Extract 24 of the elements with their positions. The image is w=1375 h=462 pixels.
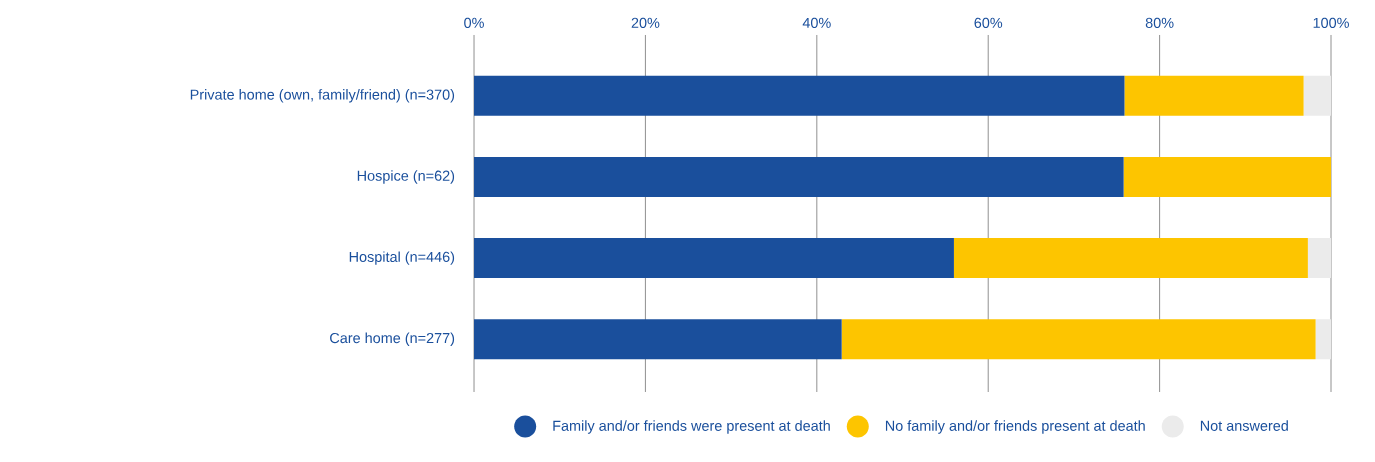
y-tick-label: Hospital (n=446) bbox=[349, 251, 455, 265]
bar bbox=[474, 75, 1125, 116]
x-tick-label: 40% bbox=[802, 17, 831, 28]
x-tick-label: 80% bbox=[1145, 17, 1174, 28]
legend-label: Family and/or friends were present at death bbox=[553, 420, 830, 434]
x-tick-label: 20% bbox=[631, 17, 660, 28]
x-tick-label: 60% bbox=[974, 17, 1003, 28]
x-tick-label: 0% bbox=[464, 17, 484, 28]
bar bbox=[953, 238, 1308, 279]
legend-label: Not answered bbox=[1200, 420, 1288, 431]
bar bbox=[474, 319, 842, 360]
x-tick-label: 100% bbox=[1313, 17, 1349, 28]
bar bbox=[1124, 75, 1304, 116]
bar bbox=[474, 156, 1124, 197]
bar bbox=[841, 319, 1316, 360]
bar bbox=[1315, 319, 1332, 360]
bar bbox=[1307, 238, 1332, 279]
bar bbox=[474, 238, 954, 279]
y-tick-label: Care home (n=277) bbox=[330, 332, 455, 346]
bar bbox=[1123, 156, 1332, 197]
y-tick-label: Private home (own, family/friend) (n=370) bbox=[190, 89, 455, 103]
bar bbox=[1303, 75, 1332, 116]
y-tick-label: Hospice (n=62) bbox=[357, 170, 455, 184]
legend-label: No family and/or friends present at death bbox=[885, 420, 1145, 434]
